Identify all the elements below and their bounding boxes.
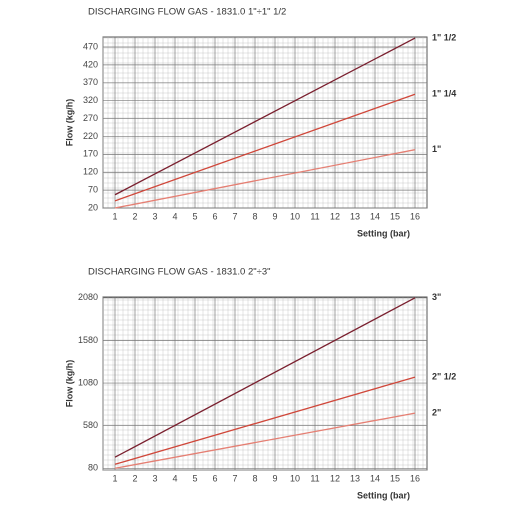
series-label: 1" 1/2 bbox=[432, 32, 456, 42]
series-label: 1" bbox=[432, 144, 441, 154]
x-axis-label: Setting (bar) bbox=[357, 490, 410, 500]
x-tick-label: 4 bbox=[172, 211, 177, 221]
x-tick-label: 1 bbox=[112, 211, 117, 221]
plot-area bbox=[102, 36, 428, 209]
x-tick-label: 3 bbox=[152, 473, 157, 483]
chart-title: DISCHARGING FLOW GAS - 1831.0 2"÷3" bbox=[88, 267, 270, 278]
chart-title: DISCHARGING FLOW GAS - 1831.0 1"÷1" 1/2 bbox=[88, 7, 286, 18]
series-line bbox=[114, 93, 416, 202]
x-tick-label: 12 bbox=[330, 473, 340, 483]
y-tick-label: 420 bbox=[83, 59, 98, 69]
y-tick-label: 2080 bbox=[78, 292, 98, 302]
x-tick-label: 5 bbox=[192, 473, 197, 483]
x-axis-label: Setting (bar) bbox=[357, 228, 410, 238]
y-tick-label: 470 bbox=[83, 41, 98, 51]
y-axis-label: Flow (kg/h) bbox=[64, 99, 74, 147]
x-tick-label: 2 bbox=[132, 473, 137, 483]
x-tick-label: 11 bbox=[310, 211, 319, 221]
x-tick-label: 15 bbox=[390, 473, 400, 483]
series-label: 3" bbox=[432, 292, 441, 302]
plot-area bbox=[102, 296, 428, 471]
x-tick-label: 4 bbox=[172, 473, 177, 483]
series-line bbox=[114, 37, 416, 196]
series-label: 1" 1/4 bbox=[432, 89, 456, 99]
x-tick-label: 1 bbox=[112, 473, 117, 483]
x-tick-label: 16 bbox=[410, 473, 420, 483]
y-tick-label: 320 bbox=[83, 95, 98, 105]
x-tick-label: 15 bbox=[390, 211, 400, 221]
x-tick-label: 5 bbox=[192, 211, 197, 221]
x-tick-label: 6 bbox=[212, 211, 217, 221]
y-tick-label: 220 bbox=[83, 131, 98, 141]
y-tick-label: 70 bbox=[88, 184, 98, 194]
x-tick-label: 7 bbox=[232, 211, 237, 221]
x-tick-label: 16 bbox=[410, 211, 420, 221]
x-tick-label: 13 bbox=[350, 473, 360, 483]
x-tick-label: 3 bbox=[152, 211, 157, 221]
x-tick-label: 9 bbox=[272, 211, 277, 221]
y-tick-label: 580 bbox=[83, 420, 98, 430]
series-line bbox=[114, 149, 416, 209]
x-tick-label: 8 bbox=[252, 211, 257, 221]
y-tick-label: 370 bbox=[83, 77, 98, 87]
x-tick-label: 12 bbox=[330, 211, 340, 221]
series-line bbox=[114, 412, 416, 469]
x-tick-label: 8 bbox=[252, 473, 257, 483]
y-tick-label: 170 bbox=[83, 149, 98, 159]
x-tick-label: 14 bbox=[370, 473, 380, 483]
y-tick-label: 270 bbox=[83, 113, 98, 123]
series-label: 2" bbox=[432, 408, 441, 418]
y-axis-label: Flow (kg/h) bbox=[64, 360, 74, 408]
x-tick-label: 2 bbox=[132, 211, 137, 221]
x-tick-label: 6 bbox=[212, 473, 217, 483]
x-tick-label: 9 bbox=[272, 473, 277, 483]
series-line bbox=[114, 376, 416, 465]
y-tick-label: 1080 bbox=[78, 377, 98, 387]
x-tick-label: 7 bbox=[232, 473, 237, 483]
y-tick-label: 1580 bbox=[78, 335, 98, 345]
y-tick-label: 80 bbox=[88, 463, 98, 473]
x-tick-label: 10 bbox=[290, 473, 300, 483]
x-tick-label: 10 bbox=[290, 211, 300, 221]
x-tick-label: 14 bbox=[370, 211, 380, 221]
x-tick-label: 11 bbox=[310, 473, 319, 483]
series-line bbox=[114, 297, 416, 458]
y-tick-label: 20 bbox=[88, 202, 98, 212]
series-label: 2" 1/2 bbox=[432, 371, 456, 381]
x-tick-label: 13 bbox=[350, 211, 360, 221]
y-tick-label: 120 bbox=[83, 167, 98, 177]
